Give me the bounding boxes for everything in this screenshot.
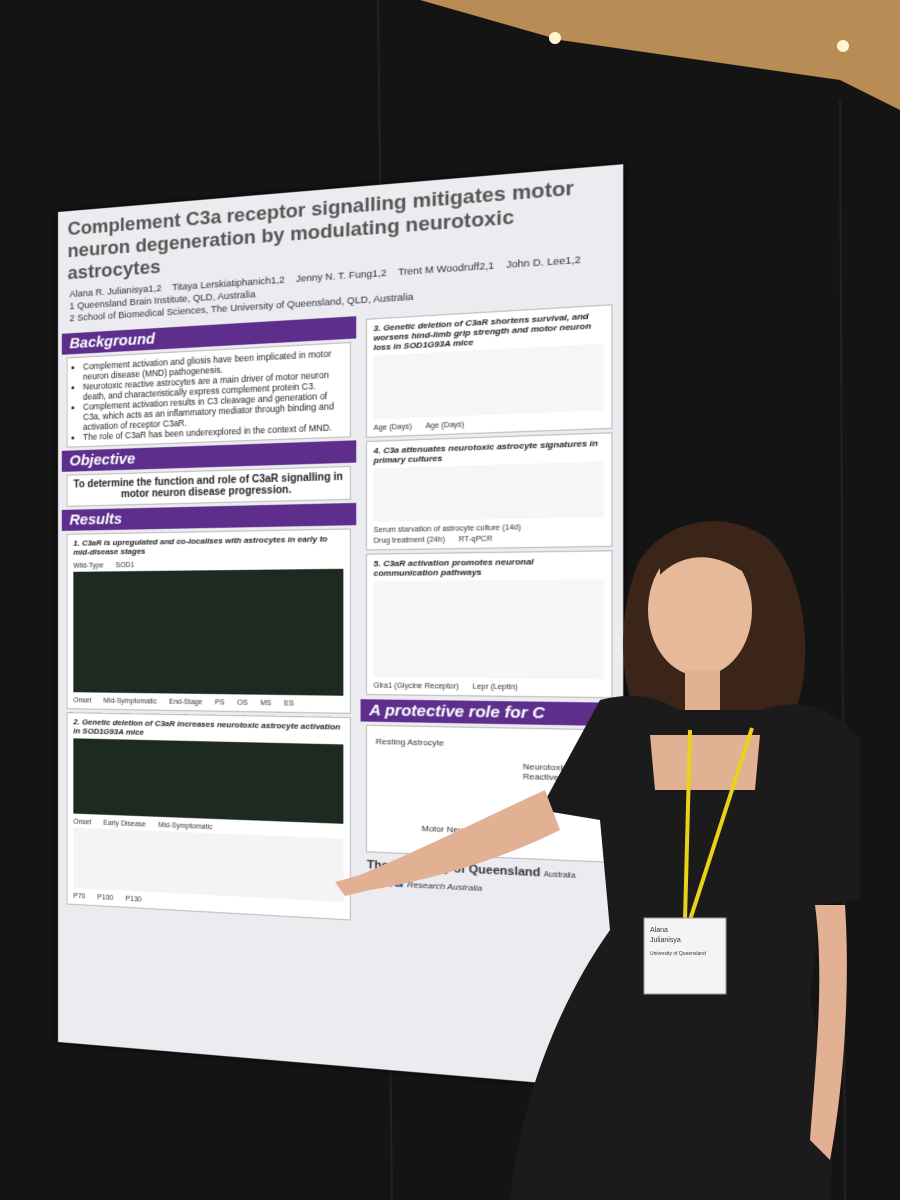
ceiling bbox=[420, 0, 900, 110]
light bbox=[549, 32, 561, 44]
bangs bbox=[660, 539, 760, 575]
lanyard bbox=[683, 727, 754, 921]
arm bbox=[335, 790, 560, 896]
light bbox=[837, 40, 849, 52]
neckline bbox=[650, 735, 760, 790]
badge bbox=[643, 917, 727, 995]
badge-text: Julianisya bbox=[650, 937, 681, 944]
badge-text: Alana bbox=[650, 927, 668, 934]
neck bbox=[685, 670, 720, 715]
face bbox=[648, 544, 752, 676]
arm bbox=[810, 905, 847, 1160]
badge-text: University of Queensland bbox=[650, 951, 706, 957]
